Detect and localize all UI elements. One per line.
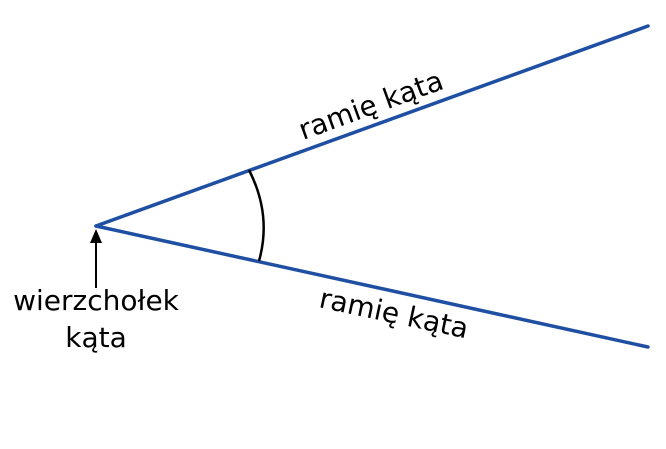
vertex-label-line1: wierzchołek xyxy=(13,284,180,317)
vertex-label-line2: kąta xyxy=(65,321,127,354)
vertex-arrow-head-icon xyxy=(90,229,102,243)
angle-arm-lower xyxy=(94,224,650,349)
angle-arm-upper xyxy=(94,24,650,228)
angle-arc xyxy=(247,169,265,262)
